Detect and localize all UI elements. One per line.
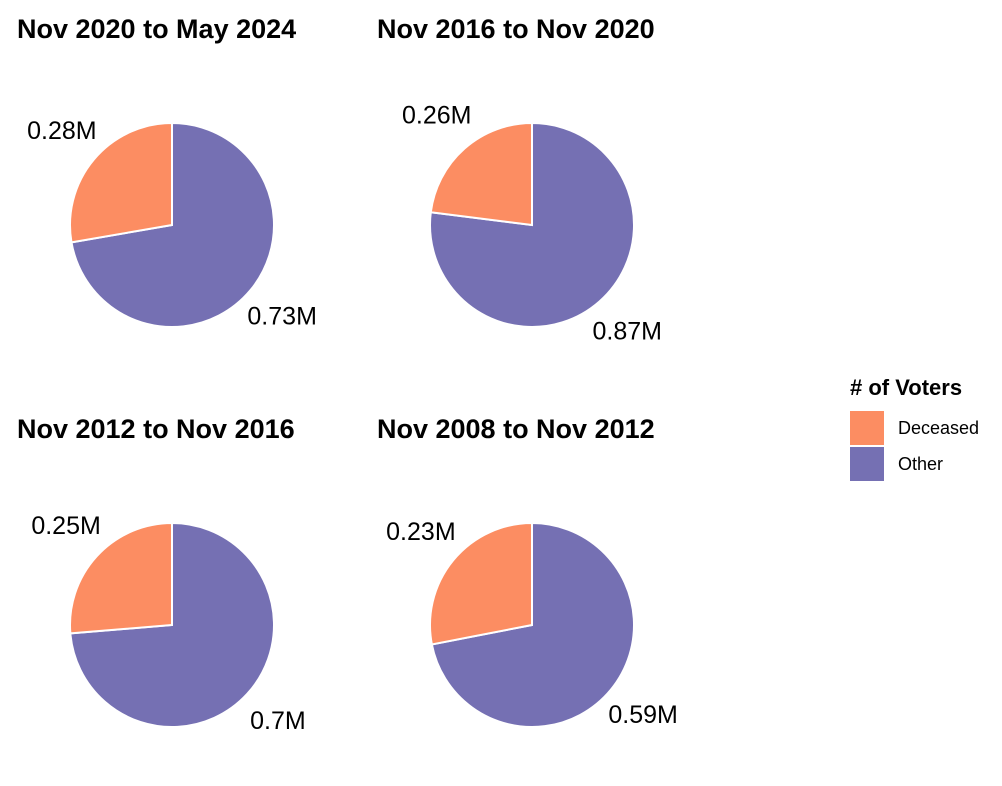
legend-label: Other <box>898 453 944 474</box>
legend-title: # of Voters <box>850 375 963 400</box>
pie-value-label-deceased: 0.28M <box>27 117 96 145</box>
pie-slice-deceased <box>429 521 533 646</box>
panel-title: Nov 2012 to Nov 2016 <box>17 414 295 444</box>
legend-swatch-deceased <box>850 411 884 445</box>
pie-slice-deceased <box>429 121 533 227</box>
panel-title: Nov 2008 to Nov 2012 <box>377 414 655 444</box>
pie-chart: 0.73M 0.28M <box>27 117 317 331</box>
pie-slice-deceased <box>69 121 173 244</box>
pie-value-label-deceased: 0.23M <box>386 518 455 546</box>
legend-swatch-other <box>850 447 884 481</box>
legend-item-deceased: Deceased <box>850 410 979 446</box>
legend: # of Voters Deceased Other <box>850 375 979 482</box>
panel-title: Nov 2016 to Nov 2020 <box>377 14 655 44</box>
legend-item-other: Other <box>850 446 979 482</box>
pie-value-label-deceased: 0.25M <box>31 512 100 540</box>
panel-title: Nov 2020 to May 2024 <box>17 14 297 44</box>
pie-value-label-other: 0.59M <box>608 701 677 729</box>
pie-value-label-other: 0.73M <box>247 302 316 330</box>
pie-chart: 0.7M 0.25M <box>31 512 306 735</box>
pie-value-label-other: 0.87M <box>593 318 662 346</box>
pie-panel-3: Nov 2012 to Nov 2016 0.7M 0.25M <box>17 416 357 786</box>
pie-value-label-other: 0.7M <box>250 707 306 735</box>
pie-panel-1: Nov 2020 to May 2024 0.73M 0.28M <box>17 16 357 386</box>
pie-value-label-deceased: 0.26M <box>402 102 471 130</box>
pie-panel-4: Nov 2008 to Nov 2012 0.59M 0.23M <box>377 416 717 786</box>
pie-chart: 0.59M 0.23M <box>386 518 678 729</box>
pie-chart: 0.87M 0.26M <box>402 102 662 346</box>
pie-slice-deceased <box>69 521 173 635</box>
legend-label: Deceased <box>898 417 980 438</box>
pie-panel-2: Nov 2016 to Nov 2020 0.87M 0.26M <box>377 16 717 386</box>
